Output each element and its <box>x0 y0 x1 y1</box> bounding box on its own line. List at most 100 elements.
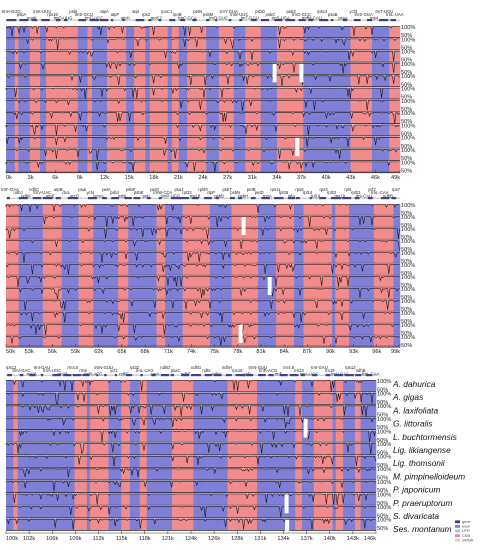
coding-region <box>149 430 165 443</box>
noncoding-region <box>245 149 261 161</box>
noncoding-region <box>107 38 112 50</box>
noncoding-region <box>282 288 290 300</box>
species-row: 100%50% <box>6 99 415 113</box>
noncoding-region <box>156 312 166 324</box>
noncoding-region <box>350 149 361 161</box>
coding-region <box>383 62 390 75</box>
coding-region <box>393 240 401 252</box>
species-label: A. laxifoliata <box>392 405 438 415</box>
coding-region <box>299 204 304 216</box>
coding-region <box>163 468 173 480</box>
noncoding-region <box>316 288 320 300</box>
coding-region <box>86 480 91 493</box>
coding-region <box>6 50 16 63</box>
noncoding-region <box>94 468 109 480</box>
gene-label: psaA <box>338 15 348 20</box>
coding-region <box>281 468 293 480</box>
coding-region <box>75 276 79 288</box>
conservation-profile <box>6 336 400 346</box>
coding-region <box>172 264 183 276</box>
coding-region <box>31 506 48 518</box>
coding-region <box>126 124 135 136</box>
coding-region <box>224 276 232 288</box>
coding-region <box>206 112 220 124</box>
noncoding-region <box>285 87 292 99</box>
noncoding-region <box>127 405 131 417</box>
noncoding-region <box>158 124 169 136</box>
noncoding-region <box>14 26 19 38</box>
coding-region <box>309 112 324 124</box>
gene-label: rbcL <box>62 190 71 195</box>
noncoding-region <box>355 480 361 493</box>
gene-label: trnW-CCA <box>153 190 172 195</box>
gene-label: trnY-GUA <box>220 9 238 14</box>
percent-label-100: 100% <box>377 518 391 524</box>
noncoding-region <box>235 252 246 264</box>
coding-region <box>129 430 141 443</box>
noncoding-region <box>14 50 19 63</box>
coding-region <box>113 468 122 480</box>
coding-region <box>393 252 401 264</box>
coding-region <box>371 99 384 112</box>
coding-region <box>349 336 361 348</box>
noncoding-region <box>235 204 246 216</box>
noncoding-region <box>318 204 333 216</box>
coding-region <box>331 276 336 288</box>
coding-region <box>193 417 208 430</box>
axis-label: 56k <box>48 349 57 355</box>
coding-region <box>349 288 361 300</box>
noncoding-region <box>245 204 259 216</box>
noncoding-region <box>242 480 258 493</box>
gene-label: rps7 <box>392 187 401 192</box>
noncoding-region <box>74 518 88 531</box>
noncoding-region <box>318 252 333 264</box>
gene-label: trnfM-CAU <box>302 15 322 20</box>
coding-region <box>181 136 188 149</box>
percent-label-100: 100% <box>401 299 415 305</box>
coding-region <box>360 443 374 455</box>
noncoding-region <box>389 264 394 276</box>
gene-label: rps16 <box>47 12 58 17</box>
coding-region <box>181 62 188 75</box>
noncoding-region <box>318 216 333 228</box>
conservation-profile <box>6 405 376 417</box>
coding-region <box>93 312 110 324</box>
noncoding-region <box>139 392 148 405</box>
coding-region <box>145 136 151 149</box>
noncoding-region <box>195 75 207 87</box>
coding-region <box>163 455 173 468</box>
noncoding-region <box>121 380 128 392</box>
noncoding-region <box>180 468 194 480</box>
noncoding-region <box>46 62 58 75</box>
noncoding-region <box>94 493 109 506</box>
gene-label: rpl33 <box>182 190 192 195</box>
coding-region <box>150 276 157 288</box>
gene-label: trnQ-UUG <box>54 15 73 20</box>
noncoding-region <box>242 493 258 506</box>
noncoding-region <box>318 276 333 288</box>
coding-region <box>6 75 16 87</box>
noncoding-region <box>303 228 318 240</box>
gene-label: ndhB <box>356 368 366 373</box>
gene-label: atpB <box>54 187 63 192</box>
noncoding-region <box>195 124 207 136</box>
coding-region <box>305 506 315 518</box>
noncoding-region <box>78 300 89 312</box>
coding-region <box>266 392 283 405</box>
alignment-gap <box>284 494 289 514</box>
coding-region <box>266 518 283 531</box>
noncoding-region <box>57 161 67 173</box>
noncoding-region <box>285 112 292 124</box>
noncoding-region <box>87 62 93 75</box>
coding-region <box>181 161 188 173</box>
species-label: P. praeruptorum <box>393 498 452 508</box>
noncoding-region <box>335 468 344 480</box>
coding-region <box>303 26 310 38</box>
gene-label: trnL-UAA <box>386 12 403 17</box>
noncoding-region <box>391 136 401 149</box>
noncoding-region <box>134 38 146 50</box>
coding-region <box>178 87 183 99</box>
coding-region <box>217 417 228 430</box>
noncoding-region <box>46 38 58 50</box>
coding-region <box>165 336 173 348</box>
